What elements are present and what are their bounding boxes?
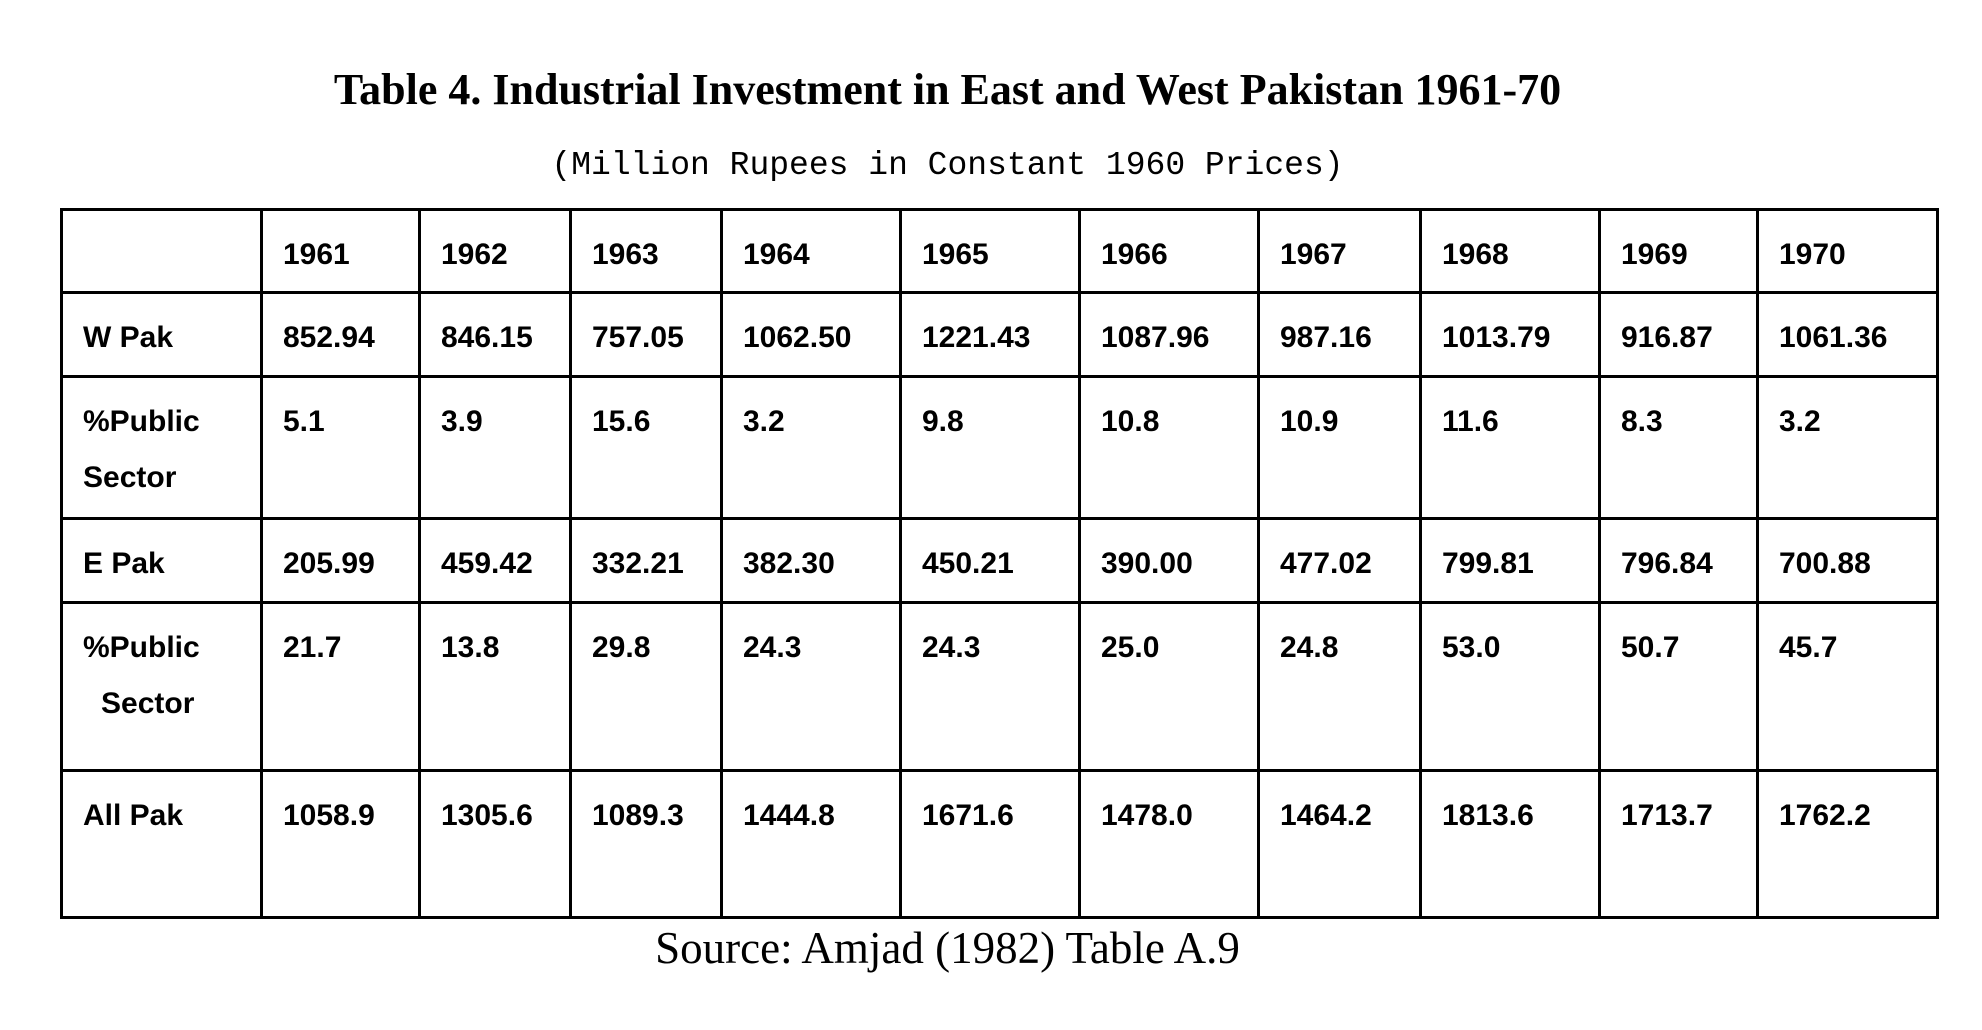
value-cell: 1813.6 — [1419, 769, 1601, 919]
value-cell: 3.2 — [720, 375, 902, 520]
value-cell: 1464.2 — [1257, 769, 1422, 919]
header-year-cell: 1965 — [899, 208, 1081, 294]
header-year-cell: 1969 — [1598, 208, 1759, 294]
value-cell: 450.21 — [899, 517, 1081, 604]
value-cell: 1444.8 — [720, 769, 902, 919]
row-label-cell: W Pak — [60, 291, 263, 378]
investment-table: 1961 1962 1963 1964 1965 1966 1967 1968 … — [60, 208, 1939, 919]
value-cell: 332.21 — [569, 517, 723, 604]
value-cell: 390.00 — [1078, 517, 1260, 604]
value-cell: 799.81 — [1419, 517, 1601, 604]
header-year-cell: 1967 — [1257, 208, 1422, 294]
value-cell: 852.94 — [260, 291, 421, 378]
table-row-all-pak: All Pak 1058.9 1305.6 1089.3 1444.8 1671… — [60, 769, 1939, 919]
table-subtitle: (Million Rupees in Constant 1960 Prices) — [551, 147, 1344, 184]
value-cell: 1089.3 — [569, 769, 723, 919]
value-cell: 8.3 — [1598, 375, 1759, 520]
value-cell: 11.6 — [1419, 375, 1601, 520]
header-year-cell: 1970 — [1756, 208, 1939, 294]
value-cell: 53.0 — [1419, 601, 1601, 772]
value-cell: 3.9 — [418, 375, 572, 520]
value-cell: 1087.96 — [1078, 291, 1260, 378]
header-year-cell: 1962 — [418, 208, 572, 294]
value-cell: 1013.79 — [1419, 291, 1601, 378]
value-cell: 13.8 — [418, 601, 572, 772]
value-cell: 21.7 — [260, 601, 421, 772]
row-label: E Pak — [83, 547, 165, 580]
value-cell: 50.7 — [1598, 601, 1759, 772]
value-cell: 29.8 — [569, 601, 723, 772]
row-label-cell: %Public Sector — [60, 601, 263, 772]
row-label-line: Sector — [83, 461, 177, 494]
value-cell: 10.9 — [1257, 375, 1422, 520]
table-row-e-public-sector: %Public Sector 21.7 13.8 29.8 24.3 24.3 … — [60, 601, 1939, 772]
value-cell: 757.05 — [569, 291, 723, 378]
header-stub-cell — [60, 208, 263, 294]
header-row: 1961 1962 1963 1964 1965 1966 1967 1968 … — [60, 208, 1939, 294]
value-cell: 700.88 — [1756, 517, 1939, 604]
value-cell: 9.8 — [899, 375, 1081, 520]
value-cell: 1221.43 — [899, 291, 1081, 378]
header-year-cell: 1966 — [1078, 208, 1260, 294]
value-cell: 477.02 — [1257, 517, 1422, 604]
value-cell: 5.1 — [260, 375, 421, 520]
table-row-w-public-sector: %Public Sector 5.1 3.9 15.6 3.2 9.8 10.8… — [60, 375, 1939, 520]
header-year-cell: 1968 — [1419, 208, 1601, 294]
row-label-cell: E Pak — [60, 517, 263, 604]
row-label-cell: %Public Sector — [60, 375, 263, 520]
value-cell: 987.16 — [1257, 291, 1422, 378]
value-cell: 1061.36 — [1756, 291, 1939, 378]
value-cell: 382.30 — [720, 517, 902, 604]
value-cell: 24.8 — [1257, 601, 1422, 772]
row-label: W Pak — [83, 321, 174, 354]
table-row-w-pak: W Pak 852.94 846.15 757.05 1062.50 1221.… — [60, 291, 1939, 378]
value-cell: 1762.2 — [1756, 769, 1939, 919]
header-year-cell: 1964 — [720, 208, 902, 294]
value-cell: 15.6 — [569, 375, 723, 520]
value-cell: 24.3 — [720, 601, 902, 772]
value-cell: 45.7 — [1756, 601, 1939, 772]
value-cell: 3.2 — [1756, 375, 1939, 520]
value-cell: 1713.7 — [1598, 769, 1759, 919]
row-label: All Pak — [83, 799, 184, 832]
row-label-line: %Public — [83, 631, 200, 664]
value-cell: 1671.6 — [899, 769, 1081, 919]
value-cell: 10.8 — [1078, 375, 1260, 520]
value-cell: 459.42 — [418, 517, 572, 604]
header-year-cell: 1963 — [569, 208, 723, 294]
value-cell: 205.99 — [260, 517, 421, 604]
value-cell: 796.84 — [1598, 517, 1759, 604]
value-cell: 1062.50 — [720, 291, 902, 378]
value-cell: 1478.0 — [1078, 769, 1260, 919]
value-cell: 846.15 — [418, 291, 572, 378]
source-note: Source: Amjad (1982) Table A.9 — [655, 923, 1240, 973]
table-row-e-pak: E Pak 205.99 459.42 332.21 382.30 450.21… — [60, 517, 1939, 604]
value-cell: 1058.9 — [260, 769, 421, 919]
value-cell: 1305.6 — [418, 769, 572, 919]
value-cell: 916.87 — [1598, 291, 1759, 378]
table-title: Table 4. Industrial Investment in East a… — [333, 65, 1562, 114]
header-year-cell: 1961 — [260, 208, 421, 294]
value-cell: 24.3 — [899, 601, 1081, 772]
value-cell: 25.0 — [1078, 601, 1260, 772]
row-label-cell: All Pak — [60, 769, 263, 919]
row-label-line: Sector — [101, 687, 195, 720]
row-label-line: %Public — [83, 405, 200, 438]
